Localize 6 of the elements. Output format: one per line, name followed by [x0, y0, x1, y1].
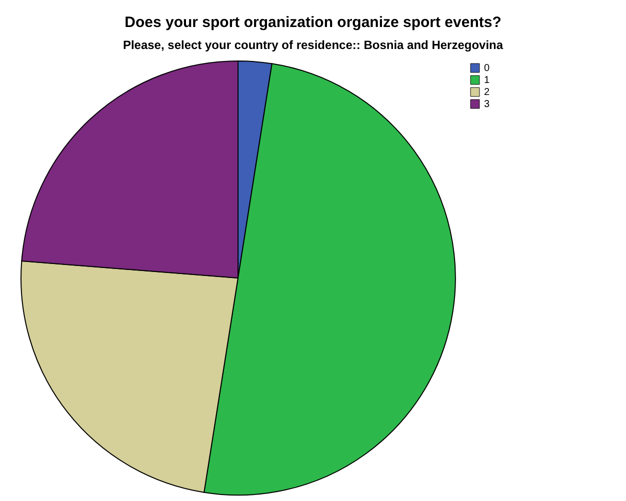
- legend-label: 3: [484, 99, 490, 110]
- legend-label: 2: [484, 87, 490, 98]
- chart-subtitle: Please, select your country of residence:: Bosnia and Herzegovina: [122, 38, 504, 52]
- legend-label: 1: [484, 75, 490, 86]
- chart-title: Does your sport organization organize sport events?: [124, 14, 502, 31]
- legend-label: 0: [484, 63, 490, 74]
